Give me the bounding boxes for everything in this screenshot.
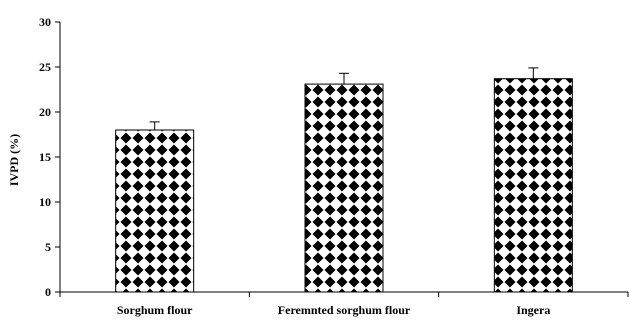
y-tick-label: 10 <box>39 195 51 209</box>
y-tick-label: 5 <box>45 240 51 254</box>
y-tick-label: 25 <box>39 60 51 74</box>
x-category-label: Sorghum flour <box>117 303 193 317</box>
y-tick-label: 0 <box>45 285 51 299</box>
x-axis-ticks <box>59 292 629 297</box>
y-tick-label: 20 <box>39 105 51 119</box>
bar-1 <box>115 129 195 293</box>
x-category-label: Feremnted sorghum flour <box>278 303 411 317</box>
y-tick-label: 15 <box>39 150 51 164</box>
bars <box>115 78 573 293</box>
bar-2 <box>304 83 384 293</box>
bar-3 <box>493 78 573 293</box>
x-category-label: Ingera <box>516 303 550 317</box>
error-bars <box>149 67 539 130</box>
y-axis-ticks: 0 5 10 15 20 25 30 <box>39 15 60 299</box>
x-axis-labels: Sorghum flour Feremnted sorghum flour Inge… <box>117 303 551 317</box>
y-tick-label: 30 <box>39 15 51 29</box>
y-axis-label: IVPD (%) <box>7 134 21 186</box>
